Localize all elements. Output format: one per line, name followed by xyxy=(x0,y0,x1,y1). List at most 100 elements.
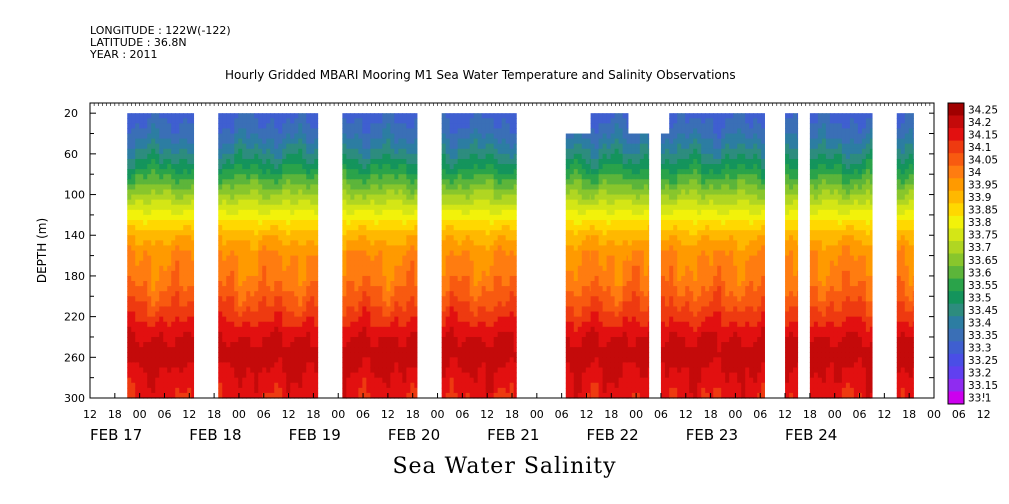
contour-cell xyxy=(286,326,291,333)
contour-cell xyxy=(230,336,235,343)
contour-cell xyxy=(386,123,391,130)
contour-cell xyxy=(590,250,596,257)
contour-cell xyxy=(163,230,168,236)
contour-cell xyxy=(505,281,511,287)
contour-cell xyxy=(378,204,383,211)
contour-cell xyxy=(366,194,371,201)
contour-cell xyxy=(131,316,136,323)
contour-cell xyxy=(489,225,495,231)
contour-cell xyxy=(230,296,235,302)
contour-cell xyxy=(509,199,515,206)
contour-cell xyxy=(246,372,251,379)
contour-cell xyxy=(350,316,355,323)
contour-cell xyxy=(230,240,235,247)
contour-cell xyxy=(286,245,291,252)
contour-cell xyxy=(497,209,503,216)
contour-cell xyxy=(370,286,375,292)
contour-cell xyxy=(258,235,263,241)
contour-cell xyxy=(218,169,223,175)
contour-cell xyxy=(278,372,283,379)
contour-cell xyxy=(238,362,243,369)
contour-cell xyxy=(565,240,571,247)
contour-cell xyxy=(406,219,411,226)
contour-cell xyxy=(218,326,223,333)
contour-cell xyxy=(477,153,483,160)
contour-cell xyxy=(445,235,451,241)
contour-cell xyxy=(226,143,231,150)
contour-cell xyxy=(222,357,227,363)
contour-cell xyxy=(577,306,583,313)
contour-cell xyxy=(218,123,223,130)
contour-cell xyxy=(445,275,451,282)
contour-cell xyxy=(290,372,295,379)
contour-cell xyxy=(294,230,299,236)
contour-cell xyxy=(481,148,487,155)
contour-cell xyxy=(565,245,571,252)
contour-cell xyxy=(147,291,152,297)
contour-cell xyxy=(278,153,283,160)
contour-cell xyxy=(306,286,311,292)
contour-cell xyxy=(230,169,235,175)
contour-cell xyxy=(290,336,295,343)
contour-cell xyxy=(477,113,483,119)
contour-cell xyxy=(127,281,132,287)
contour-cell xyxy=(589,179,592,185)
contour-cell xyxy=(493,189,499,196)
contour-cell xyxy=(497,336,503,343)
contour-cell xyxy=(139,316,144,323)
contour-cell xyxy=(151,138,156,145)
contour-cell xyxy=(191,326,195,333)
contour-cell xyxy=(167,296,172,302)
contour-cell xyxy=(569,209,575,216)
contour-cell xyxy=(310,153,315,160)
contour-cell xyxy=(183,372,188,379)
contour-cell xyxy=(445,250,451,257)
contour-cell xyxy=(274,326,279,333)
contour-cell xyxy=(493,291,499,297)
contour-cell xyxy=(441,367,447,374)
contour-cell xyxy=(127,128,132,135)
contour-cell xyxy=(270,331,275,338)
contour-cell xyxy=(489,291,495,297)
contour-cell xyxy=(218,118,223,124)
contour-cell xyxy=(171,306,176,313)
contour-cell xyxy=(246,199,251,206)
contour-cell xyxy=(573,357,579,363)
contour-cell xyxy=(406,153,411,160)
contour-cell xyxy=(374,362,379,369)
contour-cell xyxy=(457,326,463,333)
contour-cell xyxy=(414,352,418,358)
contour-cell xyxy=(581,331,587,338)
contour-cell xyxy=(473,270,479,277)
contour-cell xyxy=(489,123,495,130)
contour-cell xyxy=(246,128,251,135)
contour-cell xyxy=(139,133,144,140)
contour-cell xyxy=(246,321,251,328)
contour-cell xyxy=(378,260,383,267)
contour-cell xyxy=(238,128,243,135)
contour-cell xyxy=(469,372,475,379)
contour-cell xyxy=(179,342,184,348)
contour-cell xyxy=(222,291,227,297)
contour-cell xyxy=(274,194,279,201)
contour-cell xyxy=(187,296,192,302)
contour-cell xyxy=(481,245,487,252)
contour-cell xyxy=(234,306,239,313)
contour-cell xyxy=(362,392,367,399)
contour-cell xyxy=(590,118,596,124)
contour-cell xyxy=(242,113,247,119)
contour-cell xyxy=(282,113,287,119)
contour-cell xyxy=(278,352,283,358)
contour-cell xyxy=(127,164,132,170)
contour-cell xyxy=(290,158,295,165)
contour-cell xyxy=(501,301,507,308)
contour-cell xyxy=(581,270,587,277)
contour-cell xyxy=(402,352,407,358)
contour-cell xyxy=(497,219,503,226)
contour-cell xyxy=(139,164,144,170)
contour-cell xyxy=(278,362,283,369)
contour-cell xyxy=(159,113,164,119)
contour-cell xyxy=(230,179,235,185)
contour-cell xyxy=(585,336,591,343)
contour-cell xyxy=(481,265,487,272)
